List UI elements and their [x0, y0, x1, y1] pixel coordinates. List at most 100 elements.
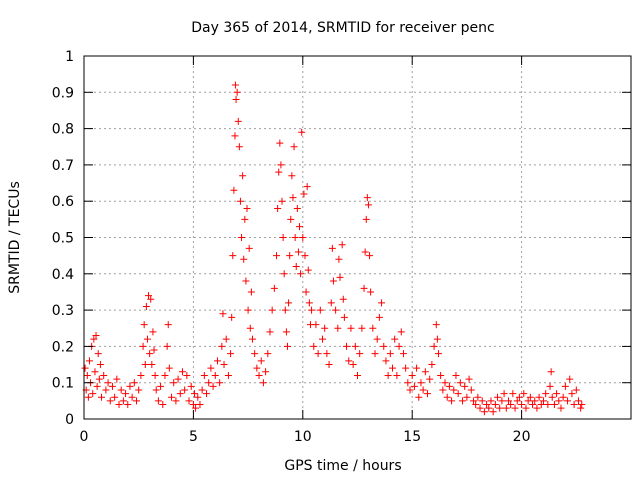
data-point — [487, 397, 495, 405]
data-point — [578, 400, 586, 408]
data-point — [94, 350, 102, 358]
data-point — [529, 400, 537, 408]
data-point — [325, 361, 333, 369]
data-point — [334, 324, 342, 332]
data-point — [474, 393, 482, 401]
data-point — [236, 197, 244, 205]
data-point — [303, 183, 311, 191]
data-point — [305, 299, 313, 307]
data-point — [369, 324, 377, 332]
data-point — [421, 368, 429, 376]
data-point — [364, 201, 372, 209]
data-point — [170, 379, 178, 387]
data-point — [282, 328, 290, 336]
data-point — [142, 302, 150, 310]
data-point — [178, 368, 186, 376]
data-point — [135, 386, 143, 394]
data-point — [362, 215, 370, 223]
data-point — [211, 371, 219, 379]
data-point — [151, 371, 159, 379]
data-point — [102, 386, 110, 394]
data-point — [268, 306, 276, 314]
data-point — [266, 328, 274, 336]
data-point — [426, 375, 434, 383]
data-point — [279, 234, 287, 241]
data-point — [448, 397, 456, 405]
data-point — [149, 328, 157, 336]
data-point — [378, 299, 386, 307]
data-point — [293, 204, 301, 212]
data-point — [349, 361, 357, 369]
data-point — [234, 117, 242, 125]
data-point — [164, 321, 172, 329]
data-point — [274, 204, 282, 212]
data-point — [520, 390, 528, 398]
data-point — [196, 400, 204, 408]
data-point — [537, 400, 545, 408]
data-point — [124, 400, 132, 408]
data-point — [285, 299, 293, 307]
data-point — [148, 361, 156, 369]
data-point — [90, 335, 98, 343]
data-point — [146, 350, 154, 358]
data-point — [229, 252, 237, 260]
data-point — [461, 382, 469, 390]
data-point — [172, 397, 180, 405]
data-point — [111, 393, 119, 401]
data-point — [323, 350, 331, 358]
data-point — [100, 371, 108, 379]
data-point — [289, 194, 297, 202]
data-point — [450, 386, 458, 394]
data-point — [347, 324, 355, 332]
data-point — [511, 404, 519, 412]
data-point — [219, 310, 227, 318]
data-point — [410, 382, 418, 390]
data-point — [150, 346, 158, 354]
data-point — [327, 299, 335, 307]
data-point — [375, 313, 383, 321]
data-point — [239, 172, 247, 180]
data-point — [290, 143, 298, 151]
data-point — [119, 397, 127, 405]
data-point — [81, 364, 89, 372]
data-point — [251, 350, 259, 358]
x-axis-label: GPS time / hours — [284, 458, 401, 474]
data-point — [84, 393, 92, 401]
y-tick-label: 0.9 — [52, 85, 74, 101]
data-point — [570, 400, 578, 408]
data-point — [207, 364, 215, 372]
x-tick-label: 0 — [80, 429, 89, 445]
data-point — [524, 397, 532, 405]
data-point — [96, 361, 104, 369]
data-point — [336, 273, 344, 281]
data-point — [389, 364, 397, 372]
data-point — [413, 364, 421, 372]
data-point — [399, 350, 407, 358]
data-point — [292, 263, 300, 271]
data-point — [297, 270, 305, 278]
data-point — [157, 382, 165, 390]
data-point — [231, 132, 239, 140]
data-point — [224, 371, 232, 379]
data-point — [542, 390, 550, 398]
data-point — [546, 382, 554, 390]
data-point — [291, 234, 299, 241]
data-point — [281, 306, 289, 314]
data-point — [404, 379, 412, 387]
data-point — [547, 368, 555, 376]
data-point — [176, 390, 184, 398]
data-point — [238, 234, 246, 241]
data-point — [233, 88, 241, 96]
data-point — [318, 335, 326, 343]
data-point — [480, 408, 488, 416]
data-point — [518, 400, 526, 408]
data-point — [113, 375, 121, 383]
data-point — [276, 139, 284, 147]
data-point — [328, 244, 336, 252]
data-point — [85, 357, 93, 365]
x-tick-label: 20 — [513, 429, 531, 445]
data-point — [235, 143, 243, 151]
data-point — [415, 393, 423, 401]
data-point — [83, 371, 91, 379]
data-point — [203, 390, 211, 398]
